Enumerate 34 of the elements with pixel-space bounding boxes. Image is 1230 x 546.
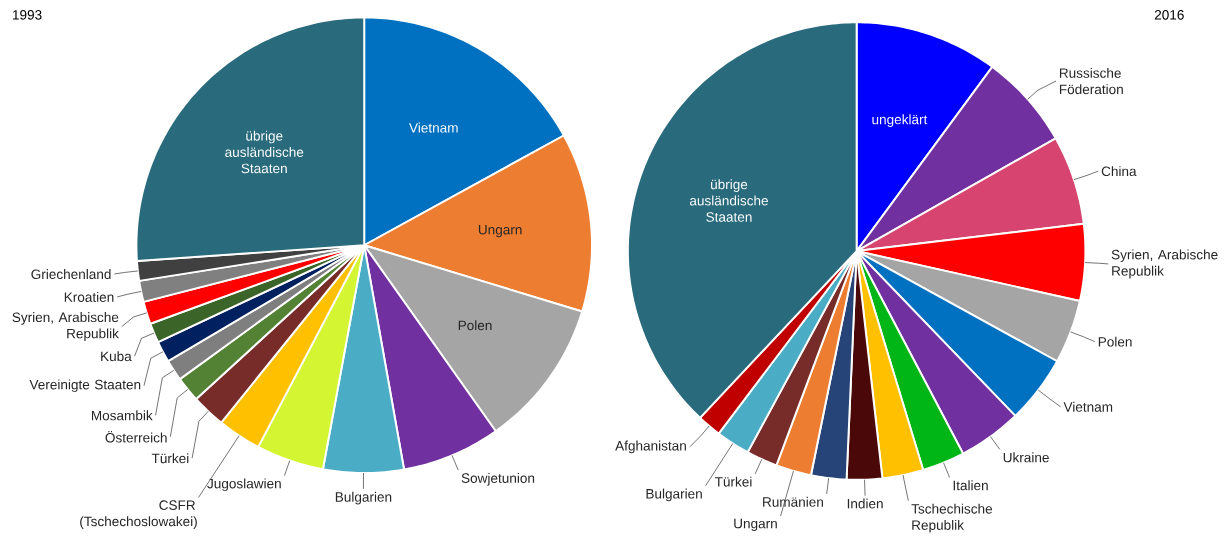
chart-title: 2016 [1154,10,1184,20]
slice-label: Indien [847,498,883,509]
slice-label: Rumänien [763,496,823,507]
slice-label: Bulgarien [646,488,702,502]
slice-label: Kuba [101,351,132,362]
slice-label: China [1101,166,1137,177]
slice-label: übrige ausländische Staaten [225,130,304,174]
slice-label: Afghanistan [615,440,686,454]
slice-label: Russische Föderation [1059,68,1123,95]
slice-label: Vietnam [409,122,458,133]
slice-label: Mosambik [91,410,153,421]
slice-label: Bulgarien [335,491,392,505]
slice-label: Griechenland [31,269,111,280]
slice-label: CSFR (Tschechoslowakei) [80,500,197,530]
slice-label: Ukraine [1003,452,1049,463]
slice-label: Polen [1098,336,1132,347]
slice-label: Tschechische Republik [911,503,993,533]
slice-label: übrige ausländische Staaten [689,179,768,222]
slice-label: Vereinigte Staaten [29,379,141,393]
slice-label: ungeklärt [872,114,928,128]
slice-label: Sowjetunion [461,473,535,486]
slice-label: Syrien, Arabische Republik [1111,249,1218,279]
chart-title: 1993 [13,10,42,20]
slice-label: Ungarn [478,225,522,238]
slice-label: Vietnam [1063,401,1113,412]
slice-label: Polen [458,320,492,331]
slice-label: Syrien, Arabische Republik [12,312,119,342]
slice-label: Türkei [151,453,189,464]
slice-label: Kroatien [64,292,114,303]
slice-label: Jugoslawien [207,478,281,492]
slice-label: Ungarn [734,519,777,532]
slice-label: Italien [953,480,988,491]
slice-label: Österreich [105,431,167,443]
slice-label: Türkei [714,476,752,487]
